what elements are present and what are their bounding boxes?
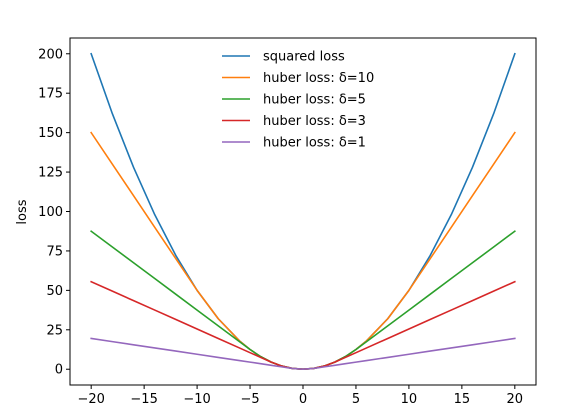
y-tick-label-3: 75 [46, 244, 63, 259]
y-tick-label-0: 0 [55, 363, 63, 378]
x-tick-label-3: −5 [240, 392, 259, 407]
legend-label-0: squared loss [263, 50, 345, 65]
y-tick-label-7: 175 [38, 87, 63, 102]
x-tick-label-1: −15 [130, 392, 157, 407]
x-tick-label-5: 5 [352, 392, 360, 407]
x-tick-label-7: 15 [454, 392, 471, 407]
y-axis-label: loss [15, 199, 30, 224]
y-tick-label-2: 50 [46, 284, 63, 299]
series-line-4 [90, 337, 516, 371]
legend-label-2: huber loss: δ=5 [263, 93, 366, 108]
x-tick-label-2: −10 [183, 392, 210, 407]
legend-label-3: huber loss: δ=3 [263, 114, 366, 129]
x-tick-label-6: 10 [401, 392, 418, 407]
y-tick-label-1: 25 [46, 323, 63, 338]
legend-label-4: huber loss: δ=1 [263, 136, 366, 151]
legend: squared loss huber loss: δ=10 huber loss: … [222, 50, 374, 151]
y-tick-label-4: 100 [38, 205, 63, 220]
x-axis-ticks: −20 −15 −10 −5 0 5 10 15 20 [77, 385, 523, 407]
x-tick-label-0: −20 [77, 392, 104, 407]
series-layer [90, 52, 516, 371]
y-tick-label-6: 150 [38, 126, 63, 141]
x-tick-label-4: 0 [299, 392, 307, 407]
y-axis-ticks: 0 25 50 75 100 125 150 175 200 [38, 47, 70, 378]
x-tick-label-8: 20 [507, 392, 524, 407]
legend-label-1: huber loss: δ=10 [263, 71, 374, 86]
y-tick-label-5: 125 [38, 166, 63, 181]
y-tick-label-8: 200 [38, 47, 63, 62]
